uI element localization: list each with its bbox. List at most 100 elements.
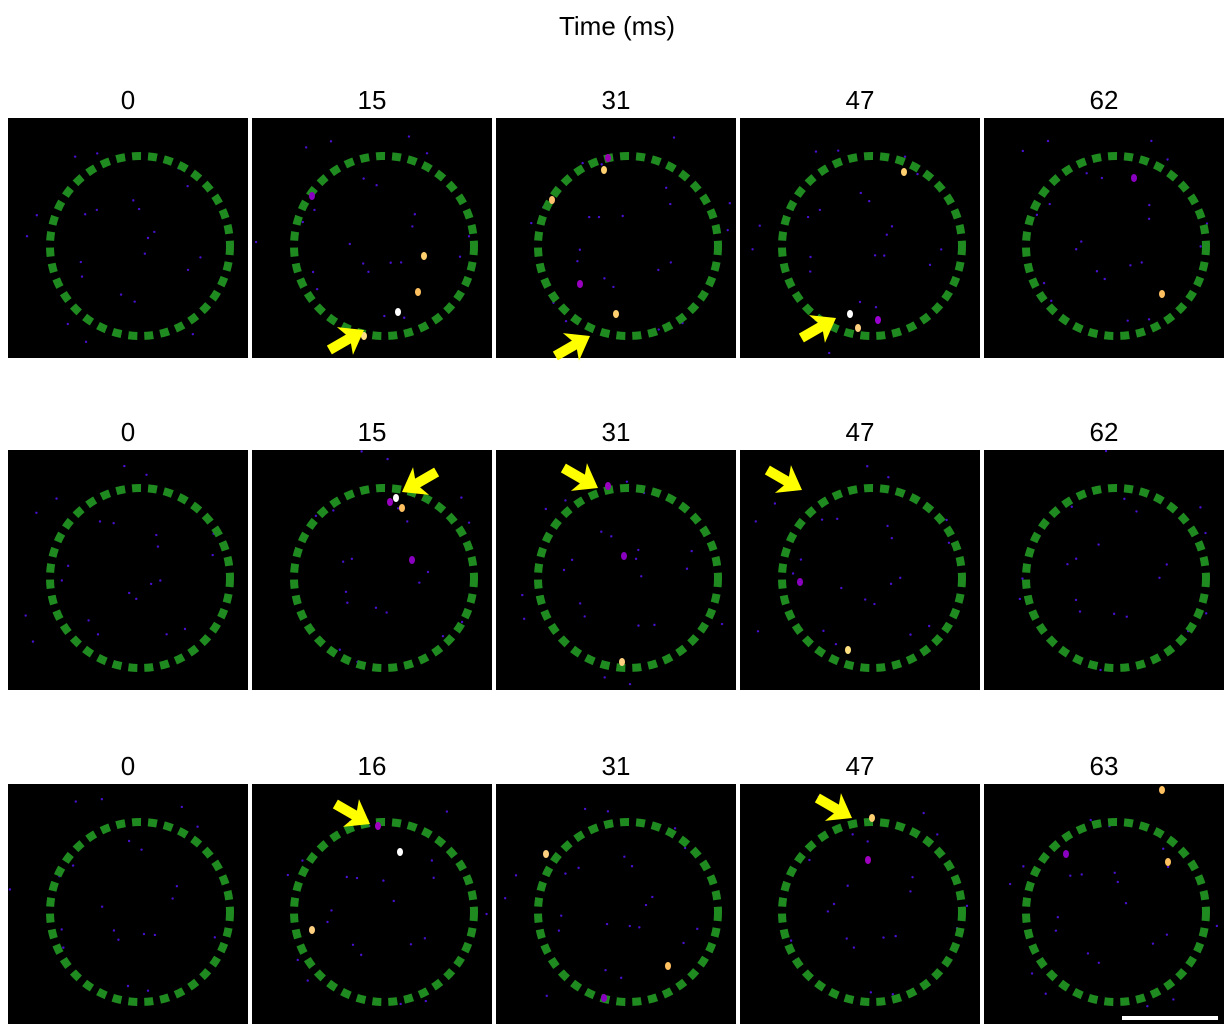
background-speck <box>922 812 924 814</box>
image-panel <box>252 450 492 690</box>
background-speck <box>326 921 328 923</box>
background-speck <box>653 624 655 626</box>
panel-background <box>8 450 248 690</box>
background-speck <box>1167 866 1169 868</box>
panel-background <box>8 118 248 358</box>
background-speck <box>828 352 830 354</box>
background-speck <box>583 615 585 617</box>
background-speck <box>757 630 759 632</box>
background-speck <box>1162 848 1164 850</box>
background-speck <box>187 269 189 271</box>
background-speck <box>729 202 731 204</box>
background-speck <box>67 323 69 325</box>
background-speck <box>147 237 149 239</box>
background-speck <box>755 520 757 522</box>
background-speck <box>1085 172 1087 174</box>
background-speck <box>1097 543 1099 545</box>
background-speck <box>186 185 188 187</box>
background-speck <box>72 864 74 866</box>
panel-background <box>740 784 980 1024</box>
background-speck <box>1075 248 1077 250</box>
background-speck <box>135 598 137 600</box>
background-speck <box>637 624 639 626</box>
background-speck <box>651 896 653 898</box>
background-speck <box>411 225 413 227</box>
background-speck <box>564 499 566 501</box>
time-label: 62 <box>1090 417 1119 447</box>
background-speck <box>362 262 364 264</box>
background-speck <box>864 598 866 600</box>
figure-title: Time (ms) <box>559 11 675 41</box>
background-speck <box>875 306 877 308</box>
background-speck <box>851 833 853 835</box>
background-speck <box>214 936 216 938</box>
background-speck <box>558 929 560 931</box>
signal-spot <box>613 310 619 318</box>
background-speck <box>312 271 314 273</box>
background-speck <box>147 990 149 992</box>
background-speck <box>727 229 729 231</box>
background-speck <box>112 522 114 524</box>
background-speck <box>909 633 911 635</box>
time-label: 63 <box>1090 751 1119 781</box>
background-speck <box>442 635 444 637</box>
background-speck <box>140 848 142 850</box>
background-speck <box>1125 902 1127 904</box>
background-speck <box>1127 319 1129 321</box>
background-speck <box>99 520 101 522</box>
background-speck <box>425 1000 427 1002</box>
background-speck <box>546 995 548 997</box>
background-speck <box>181 806 183 808</box>
background-speck <box>909 890 911 892</box>
background-speck <box>127 985 129 987</box>
time-label: 0 <box>121 751 135 781</box>
background-speck <box>414 213 416 215</box>
signal-spot <box>393 494 399 502</box>
background-speck <box>807 216 809 218</box>
signal-spot <box>605 154 611 162</box>
background-speck <box>821 518 823 520</box>
background-speck <box>686 568 688 570</box>
image-panel <box>496 118 736 370</box>
background-speck <box>145 474 147 476</box>
background-speck <box>176 885 178 887</box>
background-speck <box>521 594 523 596</box>
time-label: 0 <box>121 85 135 115</box>
background-speck <box>485 913 487 915</box>
background-speck <box>837 149 839 151</box>
background-speck <box>351 558 353 560</box>
panel-background <box>252 450 492 690</box>
background-speck <box>899 577 901 579</box>
signal-spot <box>847 310 853 318</box>
background-speck <box>545 508 547 510</box>
background-speck <box>408 135 410 137</box>
background-speck <box>815 150 817 152</box>
background-speck <box>316 288 318 290</box>
background-speck <box>84 213 86 215</box>
background-speck <box>330 140 332 142</box>
background-speck <box>665 187 667 189</box>
background-speck <box>1104 278 1106 280</box>
background-speck <box>645 904 647 906</box>
background-speck <box>117 939 119 941</box>
time-label: 0 <box>121 417 135 447</box>
background-speck <box>1049 203 1051 205</box>
background-speck <box>866 465 868 467</box>
background-speck <box>1055 929 1057 931</box>
background-speck <box>690 550 692 552</box>
background-speck <box>184 628 186 630</box>
background-speck <box>565 320 567 322</box>
background-speck <box>1045 993 1047 995</box>
background-speck <box>1043 282 1045 284</box>
background-speck <box>883 254 885 256</box>
background-speck <box>159 579 161 581</box>
background-speck <box>1047 140 1049 142</box>
background-speck <box>1075 558 1077 560</box>
background-speck <box>132 199 134 201</box>
background-speck <box>890 583 892 585</box>
background-speck <box>1166 158 1168 160</box>
background-speck <box>305 146 307 148</box>
background-speck <box>61 928 63 930</box>
background-speck <box>35 512 37 514</box>
background-speck <box>620 977 622 979</box>
